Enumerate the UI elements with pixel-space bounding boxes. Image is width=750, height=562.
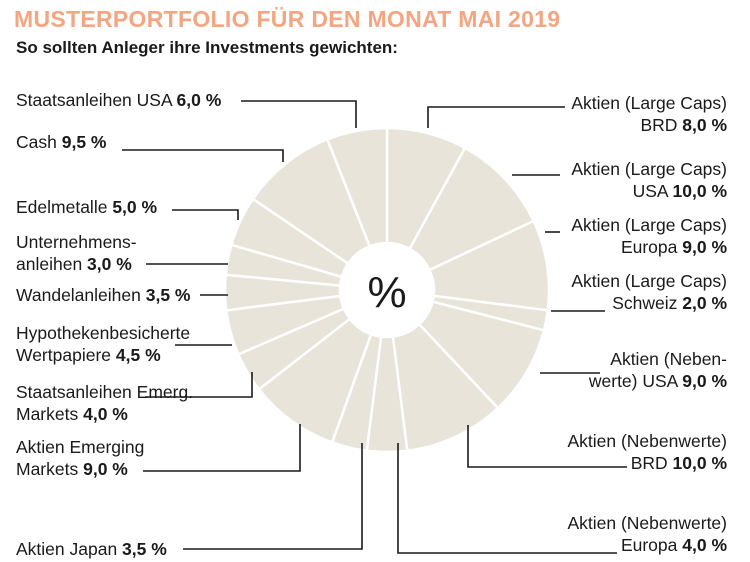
leader-line: [172, 209, 239, 220]
slice-value: 6,0 %: [176, 90, 222, 110]
slice-value: 3,5 %: [145, 285, 191, 305]
slice-label-line: Aktien Emerging: [16, 437, 145, 457]
slice-label-line: Hypothekenbesicherte: [16, 323, 191, 343]
slice-value: 10,0 %: [672, 181, 727, 201]
slice-value: 4,0 %: [682, 535, 727, 555]
slice-label-line: Aktien (Large Caps): [571, 215, 727, 235]
slice-label-line: Cash 9,5 %: [16, 131, 106, 153]
slice-name: Wertpapiere: [16, 345, 116, 365]
slice-label: Aktien (Large Caps) USA 10,0 %: [571, 158, 727, 202]
slice-label-line: Staatsanleihen Emerg.: [16, 382, 194, 402]
slice-label-line: anleihen 3,0 %: [16, 253, 137, 275]
slice-label-line: Aktien (Large Caps): [571, 159, 727, 179]
slice-name: Europa: [620, 237, 683, 257]
slice-label-line: Aktien Japan 3,5 %: [16, 538, 167, 560]
slice-value: 9,0 %: [682, 237, 727, 257]
slice-value: 9,5 %: [61, 132, 107, 152]
slice-label: Aktien (Neben-werte) USA 9,0 %: [589, 348, 727, 392]
leader-line: [397, 443, 617, 554]
slice-label-line: Aktien (Large Caps): [571, 271, 727, 291]
slice-label: Cash 9,5 %: [16, 131, 106, 153]
center-label: %: [367, 268, 406, 317]
slice-value: 4,5 %: [115, 345, 161, 365]
leader-line: [241, 100, 357, 128]
leader-line: [427, 106, 565, 128]
leader-line: [145, 372, 253, 398]
slice-value: 3,0 %: [87, 254, 132, 274]
slice-label-line: Staatsanleihen USA 6,0 %: [16, 89, 221, 111]
slice-label: Staatsanleihen USA 6,0 %: [16, 89, 221, 111]
slice-value: 8,0 %: [682, 115, 727, 135]
slice-label-line: BRD 10,0 %: [567, 452, 727, 474]
slice-label: Hypothekenbesicherte Wertpapiere 4,5 %: [16, 322, 190, 366]
slice-label: Wandelanleihen 3,5 %: [16, 284, 190, 306]
slice-label-line: Europa 9,0 %: [571, 236, 727, 258]
leader-line: [122, 149, 284, 162]
slice-name: Edelmetalle: [16, 197, 113, 217]
slice-name: Wandelanleihen: [16, 285, 146, 305]
slice-label: Aktien (Large Caps) Europa 9,0 %: [571, 214, 727, 258]
slice-value: 2,0 %: [682, 293, 727, 313]
slice-name: BRD: [630, 453, 673, 473]
slice-label-line: BRD 8,0 %: [571, 114, 727, 136]
chart-title: MUSTERPORTFOLIO FÜR DEN MONAT MAI 2019: [14, 6, 561, 32]
slice-label-line: Aktien (Nebenwerte): [567, 513, 727, 533]
slice-label: Aktien Emerging Markets 9,0 %: [16, 436, 144, 480]
slice-label-line: Schweiz 2,0 %: [571, 292, 727, 314]
slice-name: Markets: [16, 404, 84, 424]
slice-label: Aktien (Nebenwerte) BRD 10,0 %: [567, 430, 727, 474]
slice-label-line: Wertpapiere 4,5 %: [16, 344, 190, 366]
slice-label: Aktien (Large Caps) Schweiz 2,0 %: [571, 270, 727, 314]
slice-value: 9,0 %: [682, 371, 727, 391]
slice-label-line: Europa 4,0 %: [567, 534, 727, 556]
slice-label-line: werte) USA 9,0 %: [589, 370, 727, 392]
slice-label-line: Aktien (Large Caps): [571, 93, 727, 113]
slice-name: Cash: [16, 132, 62, 152]
slice-label-line: Wandelanleihen 3,5 %: [16, 284, 190, 306]
center-hole: [340, 243, 434, 337]
slice-label-line: Markets 9,0 %: [16, 458, 144, 480]
slice-label-line: Aktien (Nebenwerte): [567, 431, 727, 451]
slice-name: Staatsanleihen USA: [16, 90, 177, 110]
leader-line: [467, 425, 627, 468]
slice-value: 4,0 %: [83, 404, 128, 424]
slice-label: Aktien Japan 3,5 %: [16, 538, 167, 560]
slice-label-line: USA 10,0 %: [571, 180, 727, 202]
slice-label-line: Unternehmens-: [16, 232, 137, 252]
slice-name: Schweiz: [612, 293, 683, 313]
slice-name: werte) USA: [588, 371, 683, 391]
slice-label-line: Edelmetalle 5,0 %: [16, 196, 157, 218]
slice-value: 5,0 %: [112, 197, 158, 217]
slice-value: 10,0 %: [672, 453, 727, 473]
slice-label: Unternehmens-anleihen 3,0 %: [16, 231, 137, 275]
slice-name: BRD: [640, 115, 683, 135]
slice-label: Staatsanleihen Emerg. Markets 4,0 %: [16, 381, 193, 425]
slice-name: anleihen: [16, 254, 88, 274]
slice-name: Europa: [620, 535, 683, 555]
slice-label: Edelmetalle 5,0 %: [16, 196, 157, 218]
leader-line: [143, 424, 301, 472]
leader-line-group: [122, 100, 627, 554]
slice-label: Aktien (Large Caps) BRD 8,0 %: [571, 92, 727, 136]
slice-group: [223, 126, 551, 454]
slice-name: USA: [632, 181, 673, 201]
slice-value: 9,0 %: [83, 459, 128, 479]
slice-value: 3,5 %: [122, 539, 167, 559]
slice-label: Aktien (Nebenwerte) Europa 4,0 %: [567, 512, 727, 556]
chart-subtitle: So sollten Anleger ihre Investments gewi…: [16, 38, 398, 57]
slice-name: Markets: [16, 459, 84, 479]
slice-label-line: Markets 4,0 %: [16, 403, 193, 425]
slice-label-line: Aktien (Neben-: [610, 349, 727, 369]
slice-name: Aktien Japan: [16, 539, 123, 559]
leader-line: [183, 443, 363, 550]
